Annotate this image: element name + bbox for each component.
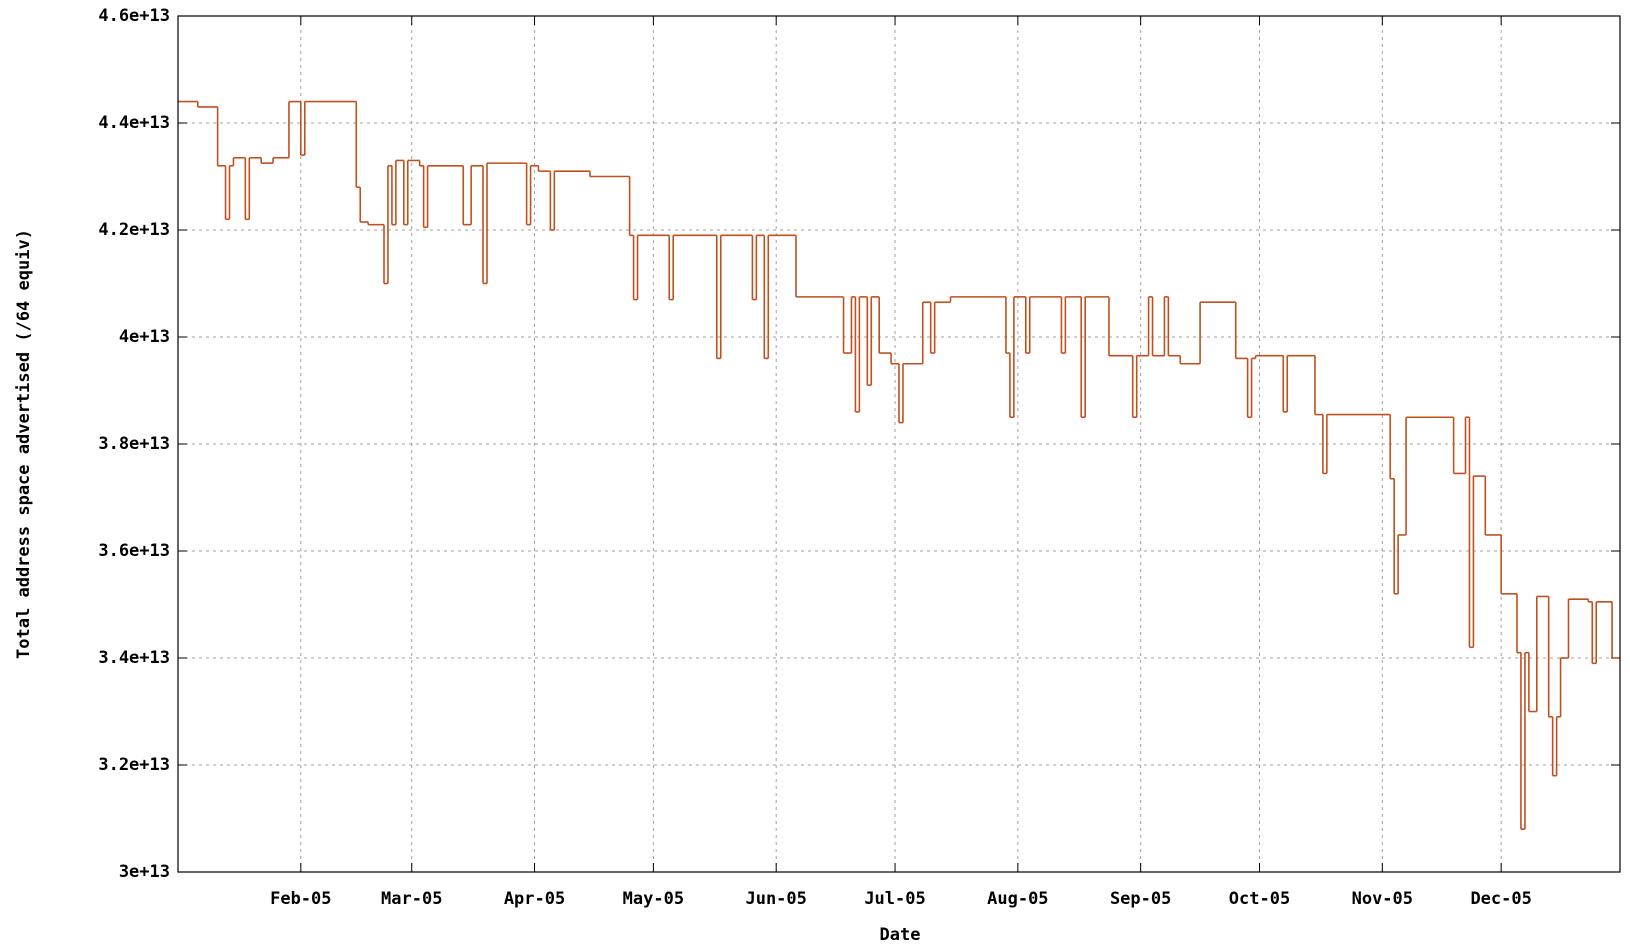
x-tick-label: May-05	[623, 889, 684, 909]
y-tick-label: 3.2e+13	[98, 755, 170, 775]
x-axis-label: Date	[880, 925, 921, 945]
y-tick-label: 3.4e+13	[98, 648, 170, 668]
y-tick-label: 4.4e+13	[98, 113, 170, 133]
y-tick-label: 4.2e+13	[98, 220, 170, 240]
y-tick-label: 4e+13	[119, 327, 170, 347]
x-tick-label: Aug-05	[987, 889, 1048, 909]
y-tick-label: 3.8e+13	[98, 434, 170, 454]
y-tick-label: 3e+13	[119, 862, 170, 882]
x-tick-label: Feb-05	[270, 889, 331, 909]
y-tick-label: 4.6e+13	[98, 6, 170, 26]
x-tick-label: Dec-05	[1470, 889, 1531, 909]
x-tick-label: Oct-05	[1229, 889, 1290, 909]
x-tick-label: Sep-05	[1110, 889, 1171, 909]
x-tick-label: Jul-05	[864, 889, 925, 909]
plot-frame	[177, 15, 1621, 873]
x-tick-label: Nov-05	[1352, 889, 1413, 909]
x-tick-label: Mar-05	[381, 889, 442, 909]
x-tick-label: Apr-05	[504, 889, 565, 909]
x-tick-label: Jun-05	[745, 889, 806, 909]
y-axis-label: Total address space advertised (/64 equi…	[14, 229, 34, 659]
y-tick-label: 3.6e+13	[98, 541, 170, 561]
